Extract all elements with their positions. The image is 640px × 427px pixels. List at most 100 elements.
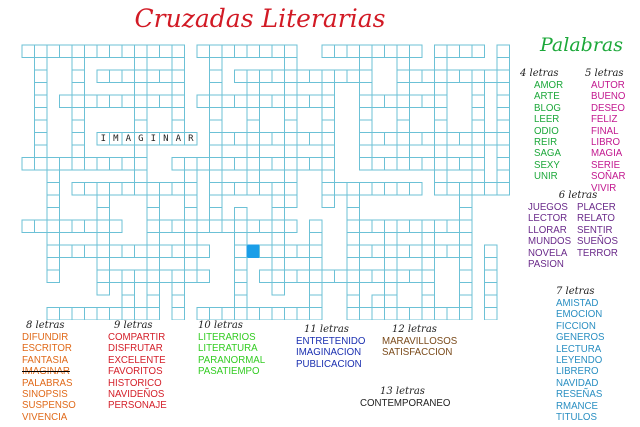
crossword-cell[interactable] — [271, 207, 285, 221]
crossword-cell[interactable] — [384, 294, 398, 308]
crossword-cell[interactable] — [359, 182, 373, 196]
crossword-cell[interactable] — [96, 282, 110, 296]
crossword-cell[interactable] — [171, 282, 185, 296]
crossword-cell[interactable] — [396, 94, 410, 108]
crossword-cell[interactable] — [209, 157, 223, 171]
crossword-cell[interactable] — [121, 282, 135, 296]
crossword-cell[interactable] — [84, 219, 98, 233]
crossword-cell[interactable] — [134, 119, 148, 133]
crossword-cell[interactable] — [496, 107, 510, 121]
crossword-cell[interactable] — [471, 157, 485, 171]
crossword-cell[interactable] — [384, 132, 398, 146]
crossword-cell[interactable] — [284, 82, 298, 96]
crossword-cell[interactable] — [159, 94, 173, 108]
crossword-cell[interactable] — [171, 119, 185, 133]
crossword-cell[interactable] — [171, 44, 185, 58]
crossword-cell[interactable] — [209, 69, 223, 83]
crossword-cell[interactable] — [259, 44, 273, 58]
crossword-cell[interactable] — [446, 132, 460, 146]
crossword-cell[interactable] — [496, 182, 510, 196]
crossword-cell[interactable] — [496, 119, 510, 133]
crossword-cell[interactable] — [209, 94, 223, 108]
crossword-cell[interactable] — [246, 69, 260, 83]
crossword-cell[interactable] — [434, 182, 448, 196]
crossword-cell[interactable] — [271, 257, 285, 271]
crossword-cell[interactable] — [146, 282, 160, 296]
crossword-cell[interactable] — [359, 107, 373, 121]
crossword-cell[interactable] — [421, 269, 435, 283]
crossword-cell[interactable] — [34, 157, 48, 171]
crossword-cell[interactable] — [396, 107, 410, 121]
crossword-cell[interactable] — [171, 69, 185, 83]
crossword-cell[interactable] — [271, 232, 285, 246]
crossword-cell[interactable] — [184, 194, 198, 208]
crossword-cell[interactable] — [471, 144, 485, 158]
crossword-cell[interactable] — [459, 157, 473, 171]
crossword-cell[interactable] — [84, 182, 98, 196]
crossword-cell[interactable] — [96, 182, 110, 196]
crossword-cell[interactable] — [46, 207, 60, 221]
crossword-cell[interactable] — [146, 269, 160, 283]
crossword-cell[interactable] — [284, 182, 298, 196]
crossword-cell[interactable] — [409, 244, 423, 258]
crossword-cell[interactable] — [121, 157, 135, 171]
crossword-cell[interactable] — [271, 219, 285, 233]
crossword-cell[interactable] — [34, 69, 48, 83]
crossword-cell[interactable] — [434, 44, 448, 58]
crossword-cell[interactable] — [96, 232, 110, 246]
crossword-cell[interactable] — [359, 219, 373, 233]
crossword-cell[interactable] — [284, 107, 298, 121]
crossword-cell[interactable] — [496, 144, 510, 158]
crossword-cell[interactable] — [171, 107, 185, 121]
crossword-cell[interactable] — [384, 94, 398, 108]
crossword-cell[interactable] — [359, 144, 373, 158]
crossword-cell[interactable] — [184, 132, 198, 146]
crossword-cell[interactable] — [46, 219, 60, 233]
crossword-cell[interactable] — [46, 44, 60, 58]
crossword-cell[interactable] — [484, 307, 498, 321]
crossword-cell[interactable] — [396, 269, 410, 283]
crossword-cell[interactable] — [309, 257, 323, 271]
crossword-cell[interactable] — [346, 182, 360, 196]
crossword-cell[interactable] — [171, 94, 185, 108]
crossword-cell[interactable] — [284, 244, 298, 258]
crossword-cell[interactable] — [196, 244, 210, 258]
crossword-cell[interactable] — [409, 307, 423, 321]
crossword-cell[interactable] — [184, 244, 198, 258]
crossword-cell[interactable] — [59, 219, 73, 233]
crossword-cell[interactable] — [496, 69, 510, 83]
crossword-cell[interactable] — [434, 144, 448, 158]
crossword-cell[interactable] — [71, 69, 85, 83]
crossword-cell[interactable] — [134, 57, 148, 71]
crossword-cell[interactable] — [284, 194, 298, 208]
crossword-cell[interactable] — [321, 107, 335, 121]
crossword-cell[interactable] — [146, 232, 160, 246]
crossword-cell[interactable] — [146, 307, 160, 321]
crossword-cell[interactable] — [359, 69, 373, 83]
crossword-cell[interactable] — [346, 269, 360, 283]
crossword-cell[interactable] — [284, 269, 298, 283]
crossword-cell[interactable] — [484, 69, 498, 83]
crossword-cell[interactable] — [34, 119, 48, 133]
crossword-cell[interactable] — [296, 244, 310, 258]
crossword-cell[interactable] — [284, 57, 298, 71]
crossword-cell[interactable] — [459, 69, 473, 83]
crossword-cell[interactable] — [346, 307, 360, 321]
crossword-cell[interactable] — [159, 69, 173, 83]
crossword-cell[interactable] — [359, 269, 373, 283]
crossword-cell[interactable] — [309, 269, 323, 283]
crossword-cell[interactable] — [434, 307, 448, 321]
crossword-cell[interactable] — [71, 219, 85, 233]
crossword-cell[interactable] — [71, 57, 85, 71]
crossword-cell[interactable] — [159, 269, 173, 283]
crossword-cell[interactable] — [259, 94, 273, 108]
crossword-cell[interactable] — [409, 157, 423, 171]
crossword-cell[interactable] — [284, 69, 298, 83]
crossword-cell[interactable] — [471, 94, 485, 108]
crossword-cell[interactable] — [321, 94, 335, 108]
crossword-cell[interactable] — [259, 269, 273, 283]
crossword-cell[interactable] — [296, 157, 310, 171]
crossword-cell[interactable] — [421, 132, 435, 146]
crossword-cell[interactable] — [396, 69, 410, 83]
crossword-cell[interactable] — [184, 182, 198, 196]
